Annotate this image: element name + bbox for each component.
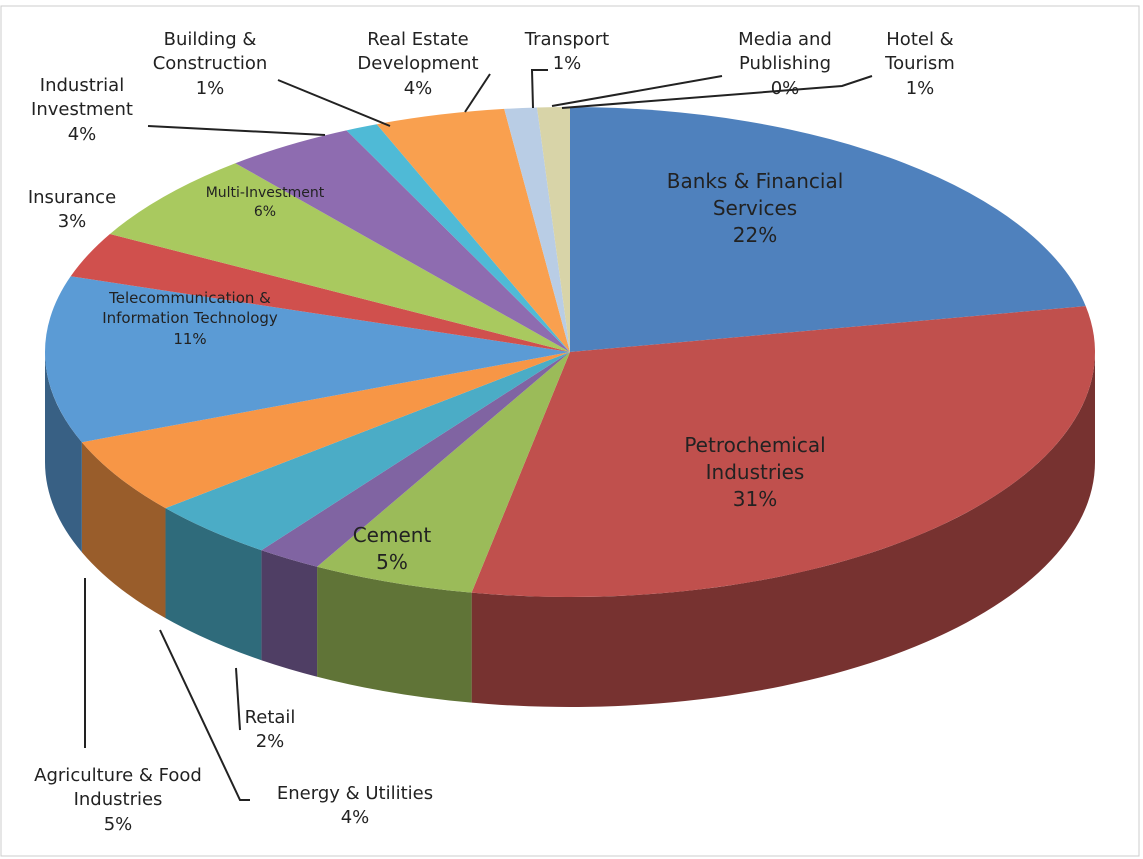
slice-label: Energy & Utilities 4% xyxy=(235,782,475,831)
slice-label: Multi-Investment 6% xyxy=(180,184,350,222)
value-label: 1% xyxy=(552,53,582,75)
category-label: Cement xyxy=(352,523,432,547)
category-label: Agriculture & Food Industries xyxy=(34,765,202,811)
value-label: 5% xyxy=(103,813,133,835)
slice-label: Transport 1% xyxy=(517,28,617,77)
slice-label: Agriculture & Food Industries 5% xyxy=(11,764,226,837)
category-label: Multi-Investment xyxy=(205,185,325,201)
slice xyxy=(165,352,571,551)
value-label: 4% xyxy=(403,77,433,99)
slice xyxy=(537,107,570,352)
value-label: 4% xyxy=(67,123,97,145)
category-label: Industrial Investment xyxy=(31,75,133,121)
value-label: 0% xyxy=(770,77,800,99)
value-label: 2% xyxy=(255,731,285,753)
slice-side xyxy=(317,566,472,703)
category-label: Banks & Financial Services xyxy=(666,169,844,220)
category-label: Building & Construction xyxy=(152,29,268,75)
slice-label: Banks & Financial Services 22% xyxy=(655,168,855,249)
category-label: Hotel & Tourism xyxy=(885,29,955,75)
slice xyxy=(81,352,571,509)
leader-line xyxy=(277,79,391,127)
slice-side xyxy=(261,550,318,677)
leader-line xyxy=(530,69,548,109)
value-label: 1% xyxy=(905,77,935,99)
slice-label: Retail 2% xyxy=(230,706,310,755)
category-label: Transport xyxy=(524,29,610,50)
slice xyxy=(346,124,570,352)
slice xyxy=(504,107,570,352)
value-label: 3% xyxy=(57,211,87,233)
value-label: 5% xyxy=(376,550,408,574)
leader-line xyxy=(235,667,241,731)
leader-line xyxy=(551,75,723,107)
category-label: Retail xyxy=(244,707,296,728)
slice xyxy=(109,163,570,352)
category-label: Energy & Utilities xyxy=(276,783,434,804)
leader-line xyxy=(147,125,326,136)
value-label: 1% xyxy=(195,77,225,99)
value-label: 11% xyxy=(173,329,207,348)
slice xyxy=(471,306,1095,597)
slice-side xyxy=(165,508,262,661)
slice xyxy=(70,233,571,352)
value-label: 31% xyxy=(732,487,778,511)
category-label: Media and Publishing xyxy=(738,29,832,75)
leader-line xyxy=(561,75,873,109)
frame xyxy=(0,5,1140,857)
slice-label: Media and Publishing 0% xyxy=(720,28,850,101)
slice-label: Insurance 3% xyxy=(12,186,132,235)
slice-side xyxy=(471,352,1095,707)
slice-side xyxy=(45,352,82,553)
value-label: 4% xyxy=(340,807,370,829)
category-label: Petrochemical Industries xyxy=(684,433,826,484)
slice-label: Petrochemical Industries 31% xyxy=(665,432,845,513)
slice-side xyxy=(81,442,166,619)
slice-label: Real Estate Development 4% xyxy=(343,28,493,101)
slice xyxy=(317,352,570,593)
slice-label: Hotel & Tourism 1% xyxy=(875,28,965,101)
slice-label: Building & Construction 1% xyxy=(135,28,285,101)
category-label: Telecommunication & Information Technolo… xyxy=(102,289,278,328)
value-label: 22% xyxy=(732,223,778,247)
slice xyxy=(235,130,570,352)
slice xyxy=(44,276,570,443)
slice xyxy=(261,352,570,567)
slice-label: Industrial Investment 4% xyxy=(20,74,145,147)
slice xyxy=(376,108,570,352)
slice-label: Telecommunication & Information Technolo… xyxy=(75,288,305,349)
leader-line xyxy=(464,73,491,113)
category-label: Real Estate Development xyxy=(357,29,479,75)
value-label: 6% xyxy=(253,203,277,220)
slice-label: Cement 5% xyxy=(342,522,442,576)
slice xyxy=(570,107,1086,352)
leader-line xyxy=(159,629,250,801)
category-label: Insurance xyxy=(27,187,117,208)
